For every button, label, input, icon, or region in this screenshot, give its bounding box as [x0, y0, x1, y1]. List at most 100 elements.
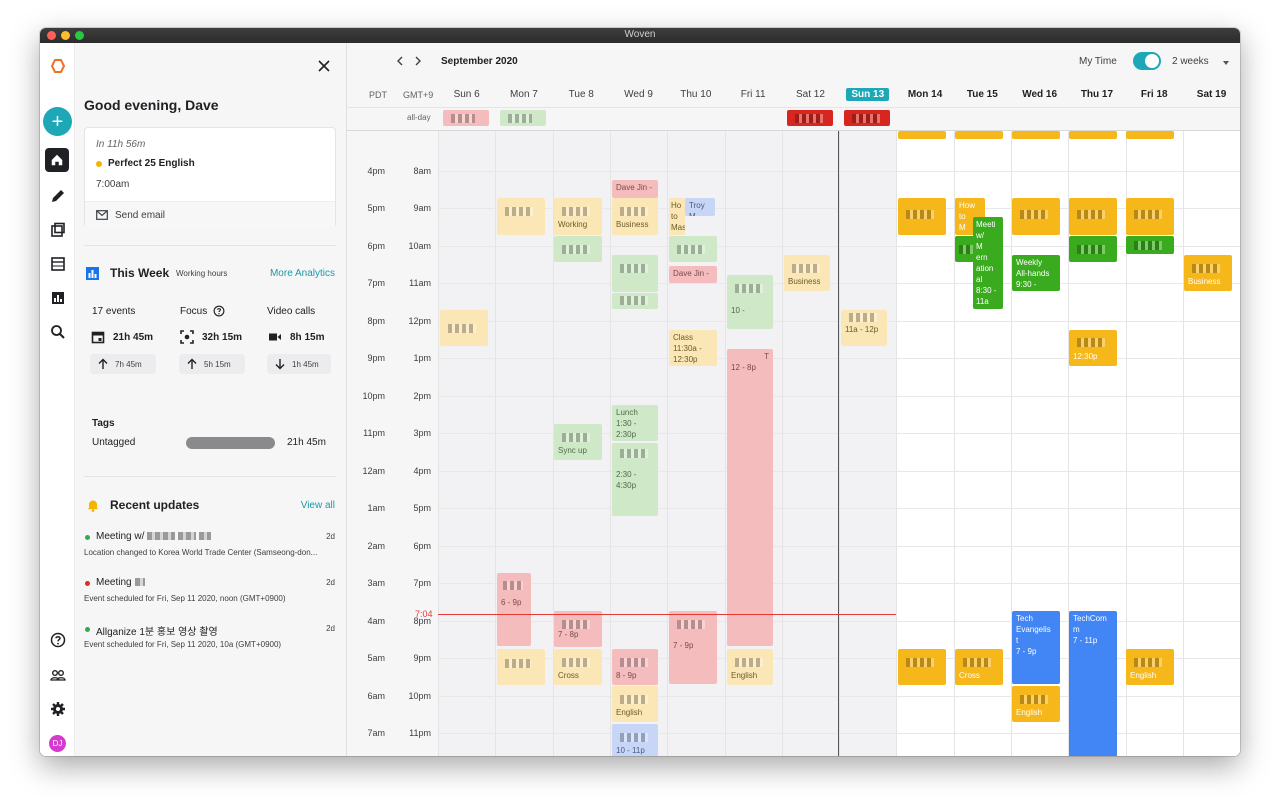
all-day-event[interactable] [787, 110, 833, 126]
update-title[interactable]: Allganize 1분 홍보 영상 촬영 [96, 627, 218, 638]
calendar-event[interactable]: 8 - 9p [612, 649, 658, 685]
day-header[interactable]: Sun 6 [438, 81, 495, 108]
calendar-event[interactable]: English [612, 686, 658, 722]
day-header[interactable]: Sat 19 [1183, 81, 1240, 108]
calendar-event[interactable] [612, 255, 658, 292]
range-select[interactable]: 2 weeks [1172, 56, 1209, 67]
calendar-event[interactable]: 7 - 8p [554, 611, 602, 647]
chevron-left-icon[interactable] [394, 55, 406, 67]
calendar-event[interactable]: Dave Jin - [669, 266, 717, 283]
calendar-event[interactable] [898, 649, 946, 685]
calendar-event[interactable]: 10 - [727, 275, 773, 329]
my-time-toggle[interactable] [1133, 52, 1161, 70]
calendar-event[interactable] [440, 310, 488, 346]
create-event-button[interactable]: + [43, 107, 72, 136]
focus-help-icon[interactable] [213, 305, 225, 317]
calendar-event[interactable]: Weekly All-hands 9:30 - [1012, 255, 1060, 291]
calendar-event[interactable] [1069, 236, 1117, 262]
day-header[interactable]: Fri 18 [1126, 81, 1183, 108]
settings-button[interactable] [40, 696, 75, 722]
day-header[interactable]: Wed 16 [1011, 81, 1068, 108]
calendar-event[interactable] [669, 236, 717, 262]
calendar-event[interactable]: Troy M [685, 198, 715, 216]
nav-home-button[interactable] [45, 148, 69, 172]
zoom-window-button[interactable] [75, 31, 84, 40]
view-all-link[interactable]: View all [300, 500, 335, 511]
calendar-event[interactable]: Class 11:30a - 12:30p [669, 330, 717, 366]
calendar-event[interactable] [1069, 198, 1117, 235]
calendar-event[interactable]: English [727, 649, 773, 685]
calendar-event[interactable] [612, 293, 658, 309]
calendar-event[interactable] [1012, 198, 1060, 235]
minimize-window-button[interactable] [61, 31, 70, 40]
time-grid[interactable]: 4pm 8am 5pm 9am 6pm 10am 7pm 11am 8pm 12pm 9pm 1pm 1… [347, 131, 1240, 756]
calendar-event[interactable]: Cross [955, 649, 1003, 685]
calendar-event[interactable] [1126, 198, 1174, 235]
calendar-event[interactable]: Business [612, 198, 658, 235]
hour-label-kst: 11pm [409, 728, 431, 738]
all-day-event[interactable] [500, 110, 546, 126]
day-header[interactable]: Thu 10 [667, 81, 724, 108]
calendar-event[interactable]: Business [1184, 255, 1232, 291]
calendar-event[interactable]: English [1012, 686, 1060, 722]
calendar-event[interactable] [1012, 131, 1060, 139]
calendar-event[interactable] [497, 649, 545, 685]
calendar-event[interactable]: 6 - 9p [497, 573, 531, 646]
calendar-event[interactable] [554, 236, 602, 262]
calendar-event[interactable]: TechCom m 7 - 11p [1069, 611, 1117, 756]
hour-line [438, 620, 1240, 622]
day-header[interactable]: Mon 7 [495, 81, 552, 108]
calendar-event[interactable]: Business [784, 255, 830, 291]
calendar-event[interactable]: 10 - 11p [612, 724, 658, 756]
day-header[interactable]: Tue 8 [553, 81, 610, 108]
chevron-right-icon[interactable] [412, 55, 424, 67]
all-day-event[interactable] [844, 110, 890, 126]
caret-down-icon[interactable] [1223, 61, 1229, 65]
calendar-event[interactable]: Sync up [554, 424, 602, 460]
day-header[interactable]: Wed 9 [610, 81, 667, 108]
calendar-event[interactable]: 2:30 - 4:30p [612, 443, 658, 516]
nav-scheduling-button[interactable] [40, 217, 75, 243]
calendar-event[interactable] [898, 131, 946, 139]
update-title[interactable]: Meeting [96, 577, 145, 588]
nav-edit-button[interactable] [40, 183, 75, 209]
calendar-event[interactable]: T 12 - 8p [727, 349, 773, 646]
day-header[interactable]: Sun 13 [839, 81, 896, 108]
day-header[interactable]: Sat 12 [782, 81, 839, 108]
more-analytics-link[interactable]: More Analytics [269, 268, 335, 279]
user-avatar[interactable]: DJ [49, 735, 66, 752]
nav-analytics-button[interactable] [40, 285, 75, 311]
day-header[interactable]: Thu 17 [1068, 81, 1125, 108]
nav-calendar-button[interactable] [40, 251, 75, 277]
help-button[interactable] [40, 627, 75, 653]
calendar-event[interactable]: 7 - 9p [669, 611, 717, 684]
people-button[interactable] [40, 662, 75, 688]
calendar-event[interactable] [1069, 131, 1117, 139]
calendar-event[interactable]: Tech Evangelis t 7 - 9p [1012, 611, 1060, 684]
calendar-event[interactable]: 12:30p [1069, 330, 1117, 366]
send-email-button[interactable]: Send email [85, 201, 335, 228]
calendar-event[interactable]: Cross [554, 649, 602, 685]
calendar-event[interactable] [898, 198, 946, 235]
calendar-event[interactable]: Working [554, 198, 602, 235]
day-header[interactable]: Tue 15 [954, 81, 1011, 108]
day-header[interactable]: Fri 11 [725, 81, 782, 108]
calendar-event[interactable] [497, 198, 545, 235]
calendar-event[interactable]: 11a - 12p [841, 310, 887, 346]
nav-search-button[interactable] [40, 319, 75, 345]
calendar-event[interactable]: Ho to Mast [669, 198, 685, 235]
calendar-event[interactable]: Dave Jin - [612, 180, 658, 198]
calendar-event[interactable] [1126, 236, 1174, 254]
calendar-event[interactable] [1126, 131, 1174, 139]
day-header[interactable]: Mon 14 [896, 81, 953, 108]
next-event-card[interactable]: In 11h 56m Perfect 25 English 7:00am Sen… [84, 127, 336, 228]
close-icon[interactable] [316, 58, 332, 74]
calendar-event[interactable]: Lunch 1:30 - 2:30p [612, 405, 658, 441]
all-day-event[interactable] [443, 110, 489, 126]
event-title: Dave Jin - [616, 183, 653, 192]
calendar-event[interactable] [955, 131, 1003, 139]
close-window-button[interactable] [47, 31, 56, 40]
calendar-event[interactable]: English [1126, 649, 1174, 685]
update-title[interactable]: Meeting w/ [96, 531, 212, 542]
